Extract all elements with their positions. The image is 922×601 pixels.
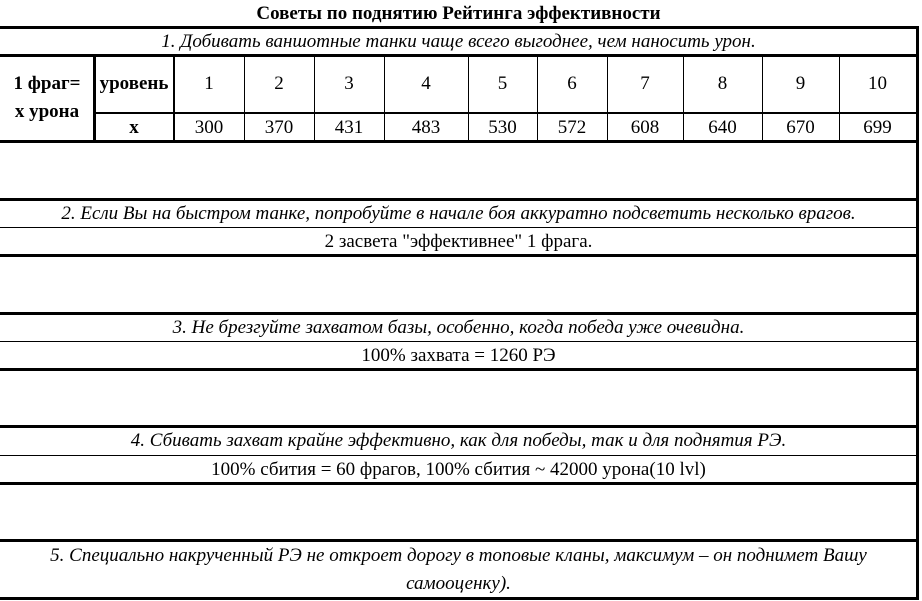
level-cell: 2 [274, 73, 284, 94]
level-cell: 3 [344, 73, 354, 94]
column-divider [244, 55, 245, 141]
divider [0, 425, 919, 428]
divider [0, 341, 919, 342]
tip-3-heading: 3. Не брезгуйте захватом базы, особенно,… [172, 317, 745, 338]
tip-4-detail: 100% сбития = 60 фрагов, 100% сбития ~ 4… [211, 459, 706, 480]
tip-3-detail: 100% захвата = 1260 РЭ [361, 345, 556, 366]
tip-4-heading: 4. Сбивать захват крайне эффективно, как… [130, 430, 787, 451]
column-divider [314, 55, 315, 141]
column-divider [384, 55, 385, 141]
divider [0, 597, 919, 600]
level-cell: 7 [640, 73, 650, 94]
row-label-line1: 1 фраг= [13, 73, 81, 94]
divider [0, 482, 919, 485]
level-cell: 8 [717, 73, 728, 94]
level-cell: 1 [204, 73, 214, 94]
divider [0, 312, 919, 315]
column-divider [839, 55, 840, 141]
tip-1-heading: 1. Добивать ваншотные танки чаще всего в… [161, 31, 756, 52]
column-divider [468, 55, 469, 141]
right-border [916, 26, 919, 600]
level-cell: 6 [567, 73, 577, 94]
damage-value-cell: 370 [264, 117, 294, 138]
tip-2-heading: 2. Если Вы на быстром танке, попробуйте … [61, 203, 856, 224]
damage-value-cell: 608 [630, 117, 660, 138]
level-header: уровень [99, 73, 169, 94]
tip-5-heading-line2: самооценку). [406, 573, 511, 594]
divider [0, 539, 919, 542]
value-header: x [129, 117, 139, 138]
column-divider [537, 55, 538, 141]
damage-value-cell: 300 [194, 117, 224, 138]
divider [0, 227, 919, 228]
divider [0, 254, 919, 257]
level-cell: 9 [795, 73, 806, 94]
damage-value-cell: 699 [863, 117, 892, 138]
page-title: Советы по поднятию Рейтинга эффективност… [256, 3, 661, 24]
divider [0, 198, 919, 201]
level-cell: 10 [868, 73, 887, 94]
divider [0, 140, 919, 143]
divider [0, 26, 919, 29]
column-divider [683, 55, 684, 141]
column-divider [607, 55, 608, 141]
divider [0, 455, 919, 456]
level-cell: 5 [497, 73, 508, 94]
column-divider [173, 55, 175, 141]
damage-value-cell: 572 [557, 117, 587, 138]
tip-5-heading-line1: 5. Специально накрученный РЭ не откроет … [50, 545, 867, 566]
row-label-line2: x урона [14, 101, 80, 122]
damage-value-cell: 640 [708, 117, 737, 138]
divider [0, 368, 919, 371]
damage-value-cell: 670 [786, 117, 815, 138]
damage-value-cell: 483 [411, 117, 441, 138]
damage-value-cell: 530 [488, 117, 517, 138]
row-divider [94, 112, 916, 114]
column-divider [762, 55, 763, 141]
level-cell: 4 [421, 73, 431, 94]
divider [0, 54, 919, 57]
damage-value-cell: 431 [334, 117, 364, 138]
tip-2-detail: 2 засвета "эффективнее" 1 фрага. [324, 231, 593, 252]
column-divider [93, 55, 96, 141]
